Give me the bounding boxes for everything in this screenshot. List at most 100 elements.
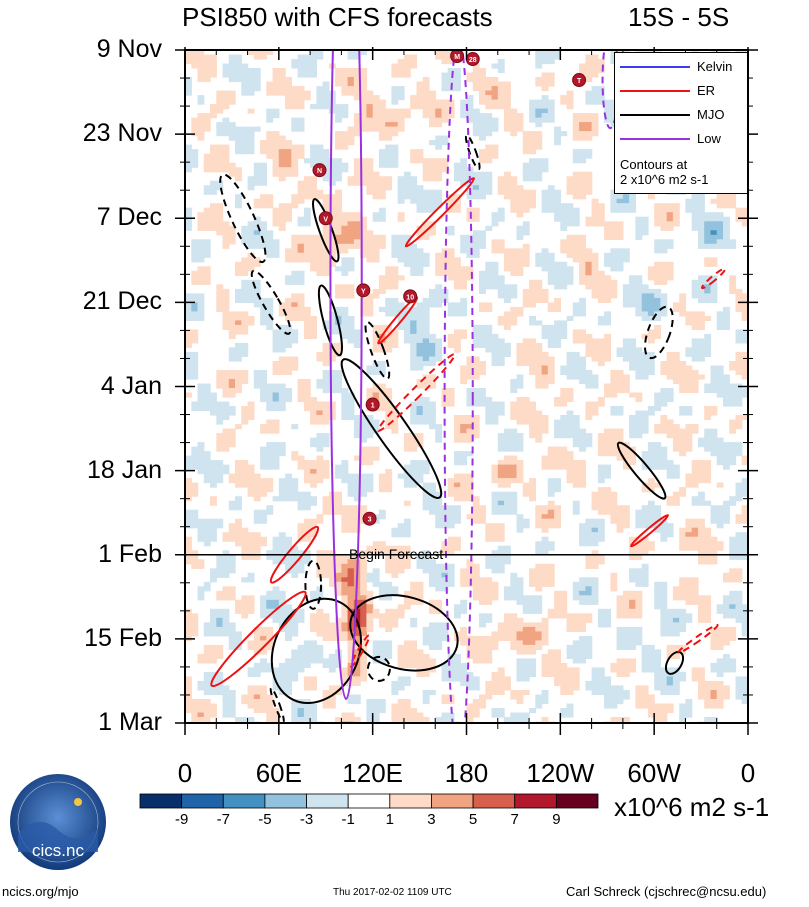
- field-cell: [560, 392, 568, 398]
- field-cell: [328, 311, 336, 317]
- field-cell: [291, 306, 299, 312]
- field-cell: [572, 338, 580, 344]
- field-cell: [454, 207, 461, 213]
- field-cell: [672, 437, 680, 443]
- field-cell: [466, 95, 474, 101]
- field-cell: [535, 347, 543, 353]
- field-cell: [716, 212, 724, 218]
- field-cell: [335, 135, 342, 141]
- field-cell: [666, 460, 674, 466]
- field-cell: [447, 225, 455, 231]
- field-cell: [366, 95, 374, 101]
- field-cell: [435, 167, 443, 173]
- field-cell: [547, 563, 555, 569]
- field-cell: [460, 180, 468, 186]
- field-cell: [741, 460, 748, 466]
- field-cell: [535, 279, 543, 285]
- field-cell: [729, 194, 737, 200]
- field-cell: [378, 397, 386, 403]
- field-cell: [260, 397, 267, 403]
- field-cell: [297, 149, 305, 155]
- field-cell: [422, 86, 430, 92]
- field-cell: [260, 149, 267, 155]
- field-cell: [291, 338, 299, 344]
- field-cell: [679, 491, 687, 497]
- field-cell: [510, 505, 518, 511]
- field-cell: [260, 162, 267, 168]
- field-cell: [322, 95, 330, 101]
- field-cell: [547, 59, 555, 65]
- field-cell: [541, 415, 549, 421]
- field-cell: [291, 158, 299, 164]
- field-cell: [535, 572, 543, 578]
- field-cell: [303, 550, 311, 556]
- field-cell: [704, 469, 712, 475]
- field-cell: [241, 351, 249, 357]
- field-cell: [347, 315, 355, 321]
- field-cell: [422, 320, 430, 326]
- field-cell: [228, 347, 236, 353]
- field-cell: [341, 306, 349, 312]
- field-cell: [222, 568, 230, 574]
- field-cell: [698, 315, 705, 321]
- field-cell: [385, 554, 393, 560]
- field-cell: [191, 239, 199, 245]
- field-cell: [710, 559, 718, 565]
- field-cell: [529, 108, 536, 114]
- field-cell: [691, 469, 699, 475]
- field-cell: [485, 270, 493, 276]
- field-cell: [454, 536, 461, 542]
- field-cell: [410, 482, 418, 488]
- field-cell: [378, 122, 386, 128]
- field-cell: [660, 428, 668, 434]
- field-cell: [353, 424, 361, 430]
- field-cell: [479, 230, 486, 236]
- field-cell: [222, 225, 230, 231]
- field-cell: [504, 559, 511, 565]
- field-cell: [397, 86, 405, 92]
- field-cell: [572, 437, 580, 443]
- field-cell: [260, 176, 267, 182]
- field-cell: [610, 104, 618, 110]
- field-cell: [485, 284, 493, 290]
- field-cell: [191, 509, 199, 515]
- field-cell: [260, 203, 267, 209]
- field-cell: [572, 509, 580, 515]
- field-cell: [691, 338, 699, 344]
- field-cell: [591, 496, 599, 502]
- field-cell: [366, 433, 374, 439]
- field-cell: [572, 365, 580, 371]
- field-cell: [497, 442, 505, 448]
- field-cell: [597, 315, 605, 321]
- field-cell: [579, 577, 586, 583]
- field-cell: [197, 464, 205, 470]
- field-cell: [297, 500, 305, 506]
- field-cell: [216, 297, 224, 303]
- field-cell: [235, 370, 242, 376]
- field-cell: [422, 207, 430, 213]
- field-cell: [391, 338, 399, 344]
- field-cell: [716, 392, 724, 398]
- field-cell: [378, 392, 386, 398]
- field-cell: [253, 239, 261, 245]
- field-cell: [185, 162, 192, 168]
- field-cell: [654, 293, 662, 299]
- field-cell: [397, 550, 405, 556]
- field-cell: [341, 225, 349, 231]
- field-cell: [447, 311, 455, 317]
- field-cell: [710, 370, 718, 376]
- field-cell: [291, 482, 299, 488]
- field-cell: [472, 424, 480, 430]
- field-cell: [391, 424, 399, 430]
- field-cell: [435, 599, 443, 605]
- field-cell: [716, 455, 724, 461]
- field-cell: [291, 248, 299, 254]
- field-cell: [535, 122, 543, 128]
- field-cell: [403, 234, 411, 240]
- field-cell: [466, 559, 474, 565]
- field-cell: [297, 383, 305, 389]
- field-cell: [741, 536, 748, 542]
- field-cell: [591, 293, 599, 299]
- field-cell: [228, 77, 236, 83]
- field-cell: [266, 144, 274, 150]
